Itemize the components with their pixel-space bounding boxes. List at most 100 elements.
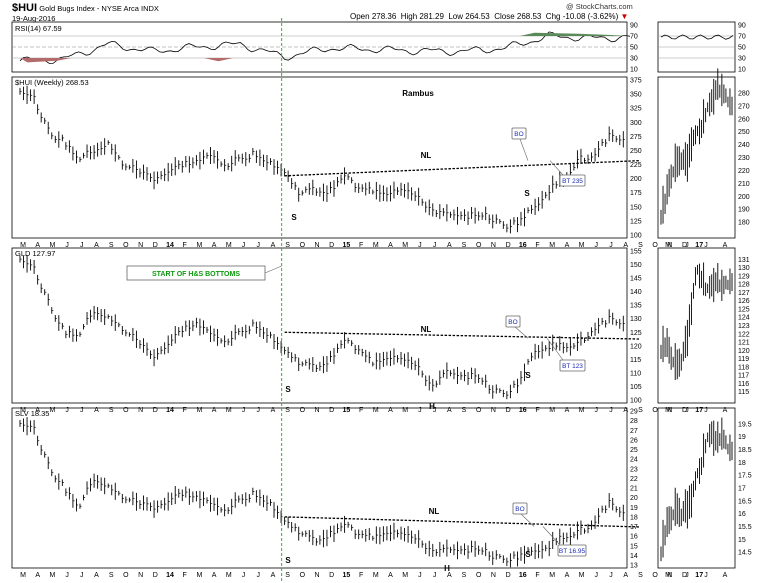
slv-xtick-label: A <box>447 572 452 579</box>
hui-side-ytick-label: 210 <box>738 181 750 188</box>
hui-side-ytick-label: 180 <box>738 220 750 227</box>
open-label: Open <box>350 12 370 21</box>
hui-xtick-label: M <box>49 242 55 249</box>
gld-bo-label: BO <box>508 319 517 326</box>
slv-side-ytick-label: 18.5 <box>738 447 752 454</box>
gld-panel-label: GLD 127.97 <box>15 249 55 258</box>
header-title-row: $HUI Gold Bugs Index - NYSE Arca INDX <box>12 2 159 14</box>
gld-bo-pointer <box>514 326 529 339</box>
rsi-oversold-fill <box>20 58 72 63</box>
slv-side-xtick-label: J <box>704 572 708 579</box>
slv-xtick-label: J <box>242 572 246 579</box>
hui-xtick-label: D <box>682 242 687 249</box>
hui-xtick-label: D <box>153 242 158 249</box>
slv-xtick-label: N <box>667 572 672 579</box>
gld-xtick-label: N <box>138 407 143 414</box>
slv-side-ytick-label: 17 <box>738 486 746 493</box>
slv-bo-pointer <box>520 513 535 527</box>
hui-left-shoulder-label: S <box>291 213 297 222</box>
rsi-ytick-label: 50 <box>630 45 638 52</box>
hui-xtick-label: J <box>418 242 422 249</box>
gld-side-ytick-label: 130 <box>738 265 750 272</box>
gld-ytick-label: 140 <box>630 289 642 296</box>
chg-value: -10.08 (-3.62%) <box>562 12 619 21</box>
slv-panel-frame <box>11 407 628 569</box>
chart-date: 19-Aug-2016 <box>12 14 56 23</box>
slv-xtick-label: 17 <box>695 572 703 579</box>
slv-side-ytick-label: 15 <box>738 537 746 544</box>
down-arrow-icon: ▼ <box>620 12 629 21</box>
gld-side-xtick-label: J <box>685 407 689 414</box>
slv-bo-label-box <box>512 502 528 515</box>
hui-xtick-label: D <box>506 242 511 249</box>
slv-xtick-label: M <box>226 572 232 579</box>
hui-panel-label: $HUI (Weekly) 268.53 <box>15 78 89 87</box>
gld-side-xtick-label: A <box>723 407 728 414</box>
slv-xtick-label: F <box>535 572 539 579</box>
gld-xtick-label: N <box>491 407 496 414</box>
gld-ytick-label: 115 <box>630 357 641 364</box>
gld-xtick-label: F <box>183 407 187 414</box>
hui-xtick-label: J <box>433 242 437 249</box>
hui-xtick-label: F <box>183 242 187 249</box>
hui-xtick-label: J <box>80 242 84 249</box>
hui-xtick-label: S <box>285 242 290 249</box>
gld-side-ytick-label: 119 <box>738 356 749 363</box>
gld-xtick-label: J <box>256 407 260 414</box>
gld-neckline <box>284 331 641 340</box>
slv-xtick-label: J <box>433 572 437 579</box>
gld-xtick-label: O <box>300 407 306 414</box>
gld-xtick-label: A <box>94 407 99 414</box>
gld-xtick-label: A <box>565 407 570 414</box>
gld-right-shoulder-label: S <box>525 371 531 380</box>
slv-side-ytick-label: 14.5 <box>738 550 752 557</box>
hui-side-xtick-label: M <box>665 242 671 249</box>
slv-xtick-label: J <box>256 572 260 579</box>
slv-side-ytick-label: 19.5 <box>738 421 752 428</box>
slv-xtick-label: A <box>94 572 99 579</box>
slv-side-ytick-label: 16 <box>738 511 746 518</box>
slv-ytick-label: 16 <box>630 534 638 541</box>
hui-xtick-label: J <box>242 242 246 249</box>
slv-bt-pointer <box>542 526 561 546</box>
slv-xtick-label: O <box>476 572 482 579</box>
hui-xtick-label: A <box>623 242 628 249</box>
gld-xtick-label: J <box>609 407 613 414</box>
hui-side-ytick-label: 260 <box>738 116 750 123</box>
rsi-ytick-label: 70 <box>630 34 638 41</box>
slv-side-xtick-label: J <box>685 572 689 579</box>
gld-xtick-label: M <box>196 407 202 414</box>
gld-bt-label-box <box>559 359 586 372</box>
hui-xtick-label: A <box>35 242 40 249</box>
hui-side-ytick-label: 250 <box>738 129 750 136</box>
close-label: Close <box>494 12 515 21</box>
gld-xtick-label: M <box>226 407 232 414</box>
slv-ytick-label: 21 <box>630 486 638 493</box>
gld-ytick-label: 120 <box>630 343 642 350</box>
hui-bt-label-box <box>559 174 586 187</box>
slv-xtick-label: N <box>491 572 496 579</box>
gld-ytick-label: 150 <box>630 262 642 269</box>
rsi-overbought-fill <box>519 32 631 36</box>
low-label: Low <box>448 12 464 21</box>
hui-nl-label: NL <box>421 151 432 160</box>
rsi-side-ytick-label: 10 <box>738 67 746 74</box>
hui-side-xtick-label: J <box>704 242 708 249</box>
hui-ytick-label: 300 <box>630 120 642 127</box>
hui-xtick-label: M <box>402 242 408 249</box>
slv-right-shoulder-label: S <box>525 550 531 559</box>
ohlc-readout: Open 278.36 High 281.29 Low 264.53 Close… <box>350 12 628 21</box>
slv-ytick-label: 14 <box>630 553 638 560</box>
rsi-ytick-label: 90 <box>630 23 638 30</box>
gld-xtick-label: M <box>402 407 408 414</box>
close-value: 268.53 <box>516 12 542 21</box>
hui-xtick-label: D <box>329 242 334 249</box>
gld-xtick-label: J <box>595 407 599 414</box>
hui-ytick-label: 325 <box>630 106 642 113</box>
hui-xtick-label: A <box>565 242 570 249</box>
gld-panel-frame <box>11 247 628 404</box>
hui-side-xtick-label: A <box>723 242 728 249</box>
gld-ytick-label: 135 <box>630 303 642 310</box>
slv-ytick-label: 20 <box>630 495 638 502</box>
